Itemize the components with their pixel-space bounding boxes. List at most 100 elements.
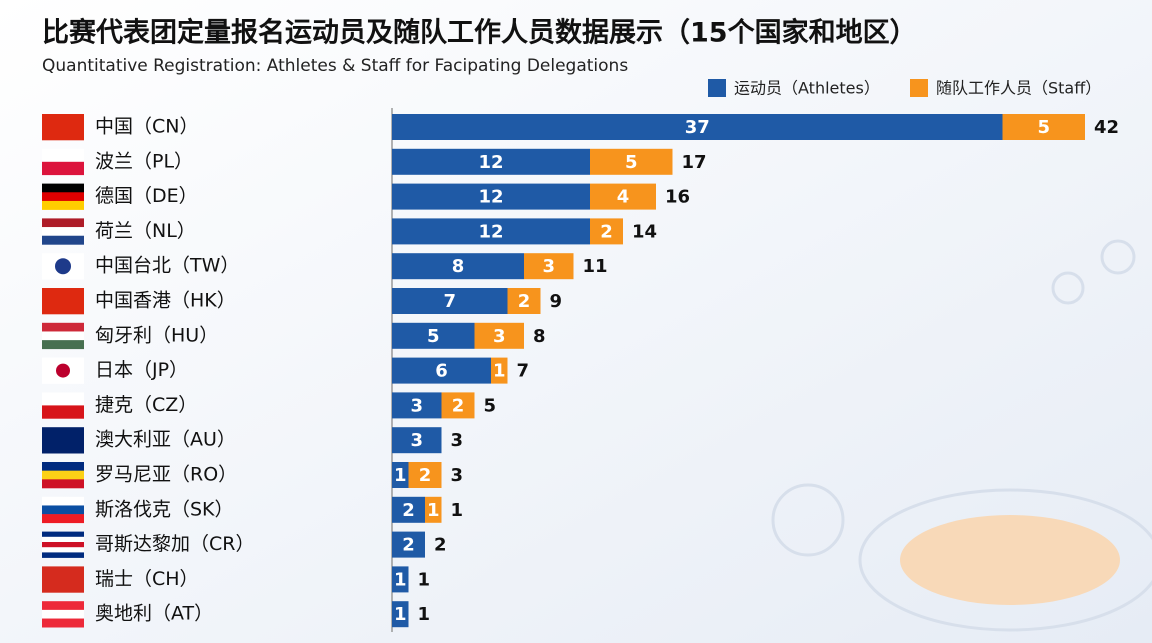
y-tick-label: 澳大利亚（AU） bbox=[95, 429, 236, 451]
y-tick-label: 奥地利（AT） bbox=[95, 603, 213, 625]
bar-value-label: 2 bbox=[452, 395, 465, 416]
bar-segment bbox=[392, 427, 442, 454]
flag bbox=[56, 363, 70, 378]
y-tick-label: 斯洛伐克（SK） bbox=[95, 498, 234, 520]
bar-value-label: 37 bbox=[685, 117, 710, 138]
bar-segment bbox=[590, 183, 656, 210]
y-tick-label: 匈牙利（HU） bbox=[95, 324, 218, 346]
bar-segment bbox=[392, 218, 590, 245]
bar-value-label: 3 bbox=[542, 256, 555, 277]
bar-segment bbox=[392, 114, 1003, 140]
bar-segment bbox=[590, 218, 623, 245]
bar-segment bbox=[524, 253, 574, 280]
bar-value-label: 5 bbox=[625, 152, 638, 173]
bar-segment bbox=[392, 392, 442, 419]
bar-segment bbox=[392, 462, 409, 488]
bar-value-label: 1 bbox=[394, 604, 407, 625]
flag bbox=[42, 542, 84, 548]
flag bbox=[42, 392, 84, 406]
total-label: 5 bbox=[484, 395, 497, 416]
flag bbox=[42, 514, 84, 524]
bar-value-label: 1 bbox=[394, 465, 407, 486]
bar-segment bbox=[474, 322, 524, 349]
flag bbox=[42, 288, 84, 315]
legend-label: 随队工作人员（Staff） bbox=[936, 79, 1101, 98]
flag bbox=[42, 161, 84, 176]
flag bbox=[42, 183, 84, 193]
bar-value-label: 4 bbox=[617, 187, 630, 208]
total-label: 3 bbox=[451, 465, 464, 486]
flag bbox=[42, 227, 84, 237]
legend-swatch bbox=[708, 79, 726, 97]
total-label: 1 bbox=[418, 604, 431, 625]
bar-value-label: 5 bbox=[1037, 117, 1050, 138]
y-tick-label: 波兰（PL） bbox=[95, 150, 193, 172]
bar-value-label: 2 bbox=[600, 221, 613, 242]
bar-value-label: 3 bbox=[410, 395, 423, 416]
total-label: 8 bbox=[533, 326, 546, 347]
bar-value-label: 7 bbox=[443, 291, 456, 312]
y-tick-label: 捷克（CZ） bbox=[95, 394, 197, 416]
y-tick-label: 罗马尼亚（RO） bbox=[95, 464, 237, 486]
flag bbox=[42, 601, 84, 611]
bar-segment bbox=[1002, 114, 1085, 140]
bar-value-label: 3 bbox=[410, 430, 423, 451]
y-tick-label: 德国（DE） bbox=[95, 185, 198, 207]
flag bbox=[42, 218, 84, 228]
bar-segment bbox=[425, 496, 442, 523]
bar-segment bbox=[392, 322, 475, 349]
bar-segment bbox=[590, 148, 673, 175]
y-tick-label: 瑞士（CH） bbox=[95, 568, 199, 590]
y-tick-label: 荷兰（NL） bbox=[95, 220, 196, 242]
flag bbox=[42, 192, 84, 202]
flag bbox=[42, 552, 84, 558]
flag bbox=[42, 405, 84, 419]
flag bbox=[55, 258, 71, 275]
flag bbox=[42, 479, 84, 489]
y-tick-label: 哥斯达黎加（CR） bbox=[95, 533, 254, 555]
bar-segment bbox=[408, 462, 442, 488]
flag bbox=[42, 462, 84, 471]
flag bbox=[42, 340, 84, 350]
bar-value-label: 12 bbox=[478, 221, 503, 242]
legend-swatch bbox=[910, 79, 928, 97]
flag bbox=[42, 536, 84, 543]
total-label: 1 bbox=[418, 569, 431, 590]
flag bbox=[42, 618, 84, 628]
flag bbox=[42, 470, 84, 480]
bar-value-label: 2 bbox=[419, 465, 432, 486]
bar-value-label: 12 bbox=[478, 152, 503, 173]
bar-value-label: 2 bbox=[402, 500, 415, 521]
legend-label: 运动员（Athletes） bbox=[734, 79, 880, 98]
total-label: 14 bbox=[632, 221, 657, 242]
bar-segment bbox=[392, 496, 425, 523]
total-label: 16 bbox=[665, 187, 690, 208]
flag bbox=[42, 114, 84, 141]
flag bbox=[42, 609, 84, 619]
bar-value-label: 1 bbox=[493, 361, 506, 382]
bar-segment bbox=[392, 601, 409, 628]
bar-segment bbox=[392, 253, 524, 280]
chart-subtitle: Quantitative Registration: Athletes & St… bbox=[42, 56, 628, 76]
chart-title: 比赛代表团定量报名运动员及随队工作人员数据展示（15个国家和地区） bbox=[42, 17, 917, 49]
total-label: 7 bbox=[517, 361, 530, 382]
bar-segment bbox=[392, 183, 590, 210]
bar-segment bbox=[392, 566, 409, 593]
bar-value-label: 1 bbox=[427, 500, 440, 521]
flag bbox=[42, 235, 84, 245]
flag bbox=[42, 427, 84, 454]
bar-segment bbox=[491, 357, 508, 384]
y-tick-label: 中国（CN） bbox=[95, 116, 198, 138]
total-label: 17 bbox=[682, 152, 707, 173]
bar-value-label: 3 bbox=[493, 326, 506, 347]
bar-segment bbox=[392, 531, 425, 558]
flag bbox=[42, 148, 84, 163]
bar-segment bbox=[392, 357, 491, 384]
bar-value-label: 2 bbox=[402, 535, 415, 556]
bar-value-label: 8 bbox=[452, 256, 465, 277]
bar-segment bbox=[441, 392, 475, 419]
total-label: 2 bbox=[434, 535, 447, 556]
flag bbox=[42, 496, 84, 506]
bar-value-label: 1 bbox=[394, 569, 407, 590]
